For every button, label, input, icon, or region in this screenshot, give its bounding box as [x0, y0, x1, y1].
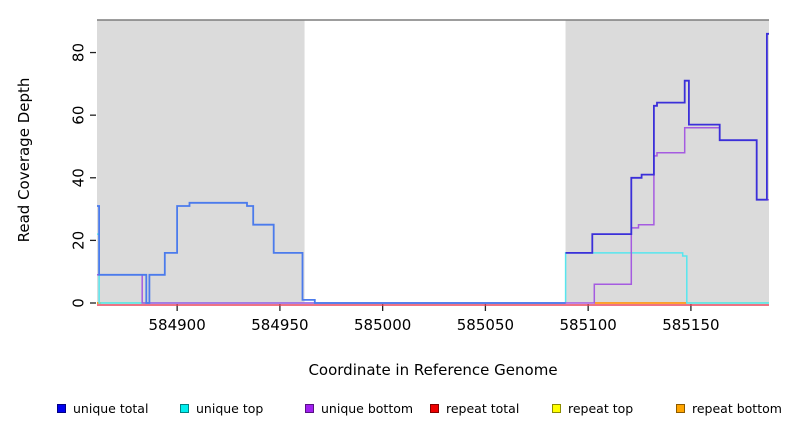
legend-item-unique-bottom: unique bottom [305, 398, 413, 418]
x-axis-tick-label: 584950 [251, 316, 308, 334]
y-axis-tick-label: 40 [70, 168, 88, 187]
x-axis-tick-label: 585000 [354, 316, 411, 334]
legend-item-unique-total: unique total [57, 398, 148, 418]
legend: unique total unique top unique bottom repea… [0, 398, 792, 424]
legend-swatch [430, 403, 439, 413]
unique-total-line [97, 201, 566, 304]
repeat-region-right [565, 20, 769, 303]
coverage-plot: 584900 584950 585000 585050 585100 585150 0 20 4… [70, 19, 769, 334]
legend-item-repeat-total: repeat total [430, 398, 519, 418]
x-axis-tick-label: 585050 [457, 316, 514, 334]
legend-label: unique top [196, 400, 264, 416]
legend-label: repeat bottom [692, 400, 782, 416]
legend-label: repeat top [568, 400, 634, 416]
x-axis-tick-label: 585150 [662, 316, 719, 334]
legend-swatch [57, 403, 66, 413]
unique-total-line [565, 32, 769, 254]
y-axis-title: Read Coverage Depth [15, 77, 33, 243]
y-axis-tick-label: 0 [70, 298, 88, 308]
y-axis-tick-label: 80 [70, 43, 88, 62]
legend-label: unique bottom [321, 400, 414, 416]
repeat-region-left [97, 20, 305, 303]
x-axis-title: Coordinate in Reference Genome [308, 361, 558, 379]
legend-item-repeat-top: repeat top [552, 398, 633, 418]
legend-label: repeat total [446, 400, 520, 416]
legend-swatch [676, 403, 685, 413]
legend-swatch [552, 403, 561, 413]
y-axis-tick-label: 20 [70, 231, 88, 250]
y-axis-tick-label: 60 [70, 106, 88, 125]
legend-label: unique total [73, 400, 149, 416]
x-axis-tick-label: 584900 [149, 316, 206, 334]
legend-item-unique-top: unique top [180, 398, 263, 418]
legend-swatch [305, 403, 314, 413]
legend-swatch [180, 403, 189, 413]
legend-item-repeat-bottom: repeat bottom [676, 398, 782, 418]
x-axis-tick-label: 585100 [560, 316, 617, 334]
